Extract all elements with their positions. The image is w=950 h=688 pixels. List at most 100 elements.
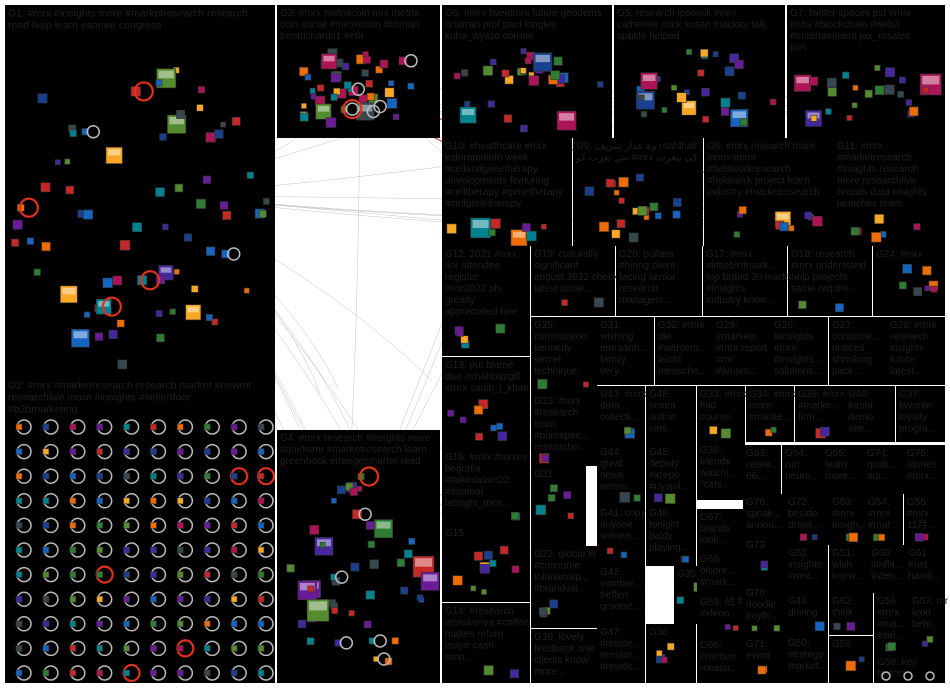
group-label: G49: driving — [788, 596, 817, 619]
node — [123, 595, 130, 603]
node — [902, 263, 913, 274]
group-label: G34: #mrx more #marke... — [749, 389, 796, 423]
node — [60, 285, 78, 304]
group-g6: G6: #mrx tweetmrs future geodems brtarran… — [442, 5, 612, 138]
node — [42, 423, 50, 431]
node — [96, 620, 103, 628]
node — [524, 57, 532, 65]
group-label: G68: olsonr... #mark... — [700, 554, 736, 588]
node — [150, 546, 157, 554]
group-g26: G26: #insights #mrx #insights... solutions..… — [771, 317, 828, 385]
node — [724, 624, 731, 630]
self-loop — [351, 82, 366, 96]
node — [286, 564, 295, 573]
node — [779, 222, 789, 232]
node — [804, 211, 812, 220]
group-label: G14: #research msrakenya #coffee makes ret… — [445, 606, 530, 663]
group-g1: G1: #mrx #insights more #marketresearch … — [5, 5, 275, 377]
node — [511, 565, 520, 574]
node — [597, 81, 604, 88]
node — [495, 323, 506, 334]
node — [211, 318, 219, 326]
node — [69, 645, 77, 652]
node — [96, 448, 103, 455]
node — [478, 399, 489, 410]
group-label: G24: #mrx — [876, 249, 923, 260]
node — [924, 285, 931, 292]
node — [391, 637, 399, 645]
node — [173, 268, 180, 275]
group-box — [743, 445, 781, 494]
group-box — [904, 445, 945, 494]
group-g45: G45: deputy #xrepo #uyajol...G45: deputy #x… — [646, 444, 696, 505]
self-loop — [101, 296, 122, 317]
node — [12, 219, 23, 230]
node — [83, 311, 91, 318]
group-label: G10: #healthcare #mrx kaloramainfo week #c… — [445, 141, 563, 210]
node — [656, 650, 663, 657]
group-label: G26: #insights #mrx #insights... solutions..… — [774, 320, 822, 377]
node — [257, 645, 265, 652]
self-loop — [226, 247, 241, 261]
group-box — [771, 317, 828, 385]
node — [69, 546, 77, 554]
node — [623, 426, 632, 435]
group-label: G7: twitter spaces pst #mrx #nfts #blockc… — [789, 8, 911, 54]
node — [352, 509, 363, 520]
node — [350, 562, 360, 572]
node-highlight — [169, 117, 184, 125]
node — [481, 589, 487, 595]
node — [709, 426, 718, 435]
node — [487, 100, 495, 108]
node — [15, 546, 23, 554]
node — [770, 426, 777, 433]
node — [649, 202, 659, 212]
node — [460, 335, 469, 344]
node — [884, 84, 895, 95]
group-g48: G48: seven online sins...G48: seven online … — [646, 386, 696, 444]
group-g14: G14: #research msrakenya #coffee makes ret… — [442, 603, 530, 683]
group-label: G60: #infla... listen... — [871, 548, 903, 582]
group-g37: G37: favorite loyalty progra...G37: favorit… — [896, 386, 945, 442]
group-g33: G33: #mrx find course...G33: #mrx find cou… — [697, 386, 747, 442]
group-label: G48: seven online sins... — [649, 389, 676, 435]
group-label: G5: research ipsosuk #mrx catherine crick… — [617, 8, 768, 42]
node — [420, 572, 440, 591]
node — [150, 571, 157, 578]
group-g63: G63: resea... 66...G63: resea... 66... — [743, 445, 781, 494]
node — [222, 210, 232, 220]
node — [205, 314, 213, 322]
group-box — [829, 545, 869, 593]
node — [526, 230, 537, 242]
node — [177, 620, 184, 628]
node — [203, 497, 211, 505]
node — [119, 240, 131, 251]
node — [230, 571, 238, 578]
group-g59: G59G59 — [829, 636, 873, 683]
node — [403, 549, 413, 559]
group-g32: G32: #mrx die #wählerp... leicht mensche...G… — [655, 317, 713, 385]
node — [220, 121, 226, 128]
node — [330, 93, 338, 101]
group-label: G56: #mrx #ma... #sal... — [877, 596, 905, 642]
node — [538, 607, 548, 616]
node — [809, 76, 819, 86]
node-highlight — [376, 521, 391, 529]
self-loop — [404, 54, 418, 68]
node — [864, 89, 873, 98]
node — [230, 546, 238, 554]
node — [230, 620, 238, 628]
group-g34: G34: #mrx more #marke...G34: #mrx more #ma… — [746, 386, 796, 442]
group-g71: G71: eventG71: event — [743, 636, 785, 683]
node — [96, 522, 103, 529]
node — [11, 238, 20, 247]
node — [618, 197, 625, 204]
node — [42, 472, 50, 480]
node — [358, 94, 368, 104]
node-highlight — [73, 331, 88, 339]
g2-isolates — [15, 419, 276, 683]
group-g31: G31: wishing emraanh... family very...G31: w… — [597, 317, 654, 385]
node — [520, 124, 528, 133]
group-label: G70: doodle boyfri... — [746, 588, 779, 622]
node — [606, 547, 614, 555]
